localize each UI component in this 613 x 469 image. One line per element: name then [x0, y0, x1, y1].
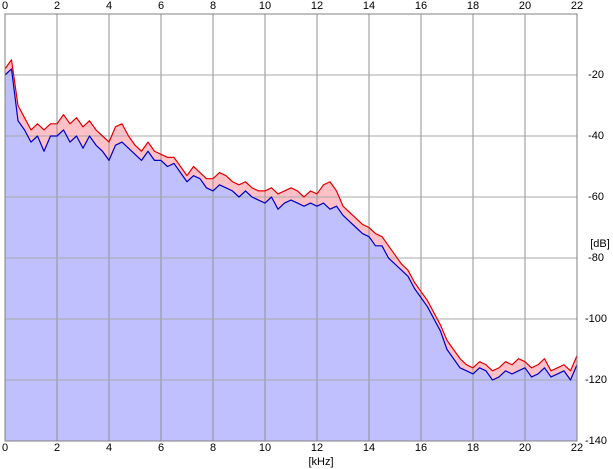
x-tick-label: 0: [2, 442, 8, 454]
x-tick-label: 16: [415, 442, 427, 454]
x-tick-label: 18: [467, 442, 479, 454]
x-tick-label: 4: [106, 442, 112, 454]
y-axis-label: [dB]: [590, 238, 610, 250]
x-tick-label: 2: [54, 442, 60, 454]
x-tick-label: 12: [311, 0, 323, 12]
x-tick-label: 10: [259, 442, 271, 454]
y-tick-label: -60: [588, 191, 604, 203]
y-tick-label: -100: [585, 313, 607, 325]
x-tick-label: 22: [571, 0, 583, 12]
x-tick-label: 2: [54, 0, 60, 12]
spectrum-line: [4, 68, 578, 381]
x-tick-label: 14: [363, 442, 375, 454]
x-tick-label: 6: [158, 442, 164, 454]
x-tick-label: 8: [210, 0, 216, 12]
x-tick-label: 18: [467, 0, 479, 12]
x-tick-label: 20: [519, 0, 531, 12]
x-tick-label: 22: [571, 442, 583, 454]
y-tick-label: -40: [588, 130, 604, 142]
x-tick-label: 0: [2, 0, 8, 12]
y-tick-label: -140: [585, 435, 607, 447]
x-tick-label: 8: [210, 442, 216, 454]
spectrum-line: [4, 59, 578, 372]
x-axis-label: [kHz]: [308, 456, 333, 468]
y-tick-label: -80: [588, 252, 604, 264]
area-fill: [5, 68, 577, 442]
x-tick-label: 6: [158, 0, 164, 12]
x-tick-label: 4: [106, 0, 112, 12]
plot-border: [4, 13, 578, 442]
x-tick-label: 14: [363, 0, 375, 12]
x-tick-label: 20: [519, 442, 531, 454]
x-tick-label: 10: [259, 0, 271, 12]
x-tick-label: 12: [311, 442, 323, 454]
x-tick-label: 16: [415, 0, 427, 12]
y-tick-label: -20: [588, 69, 604, 81]
y-tick-label: -120: [585, 374, 607, 386]
